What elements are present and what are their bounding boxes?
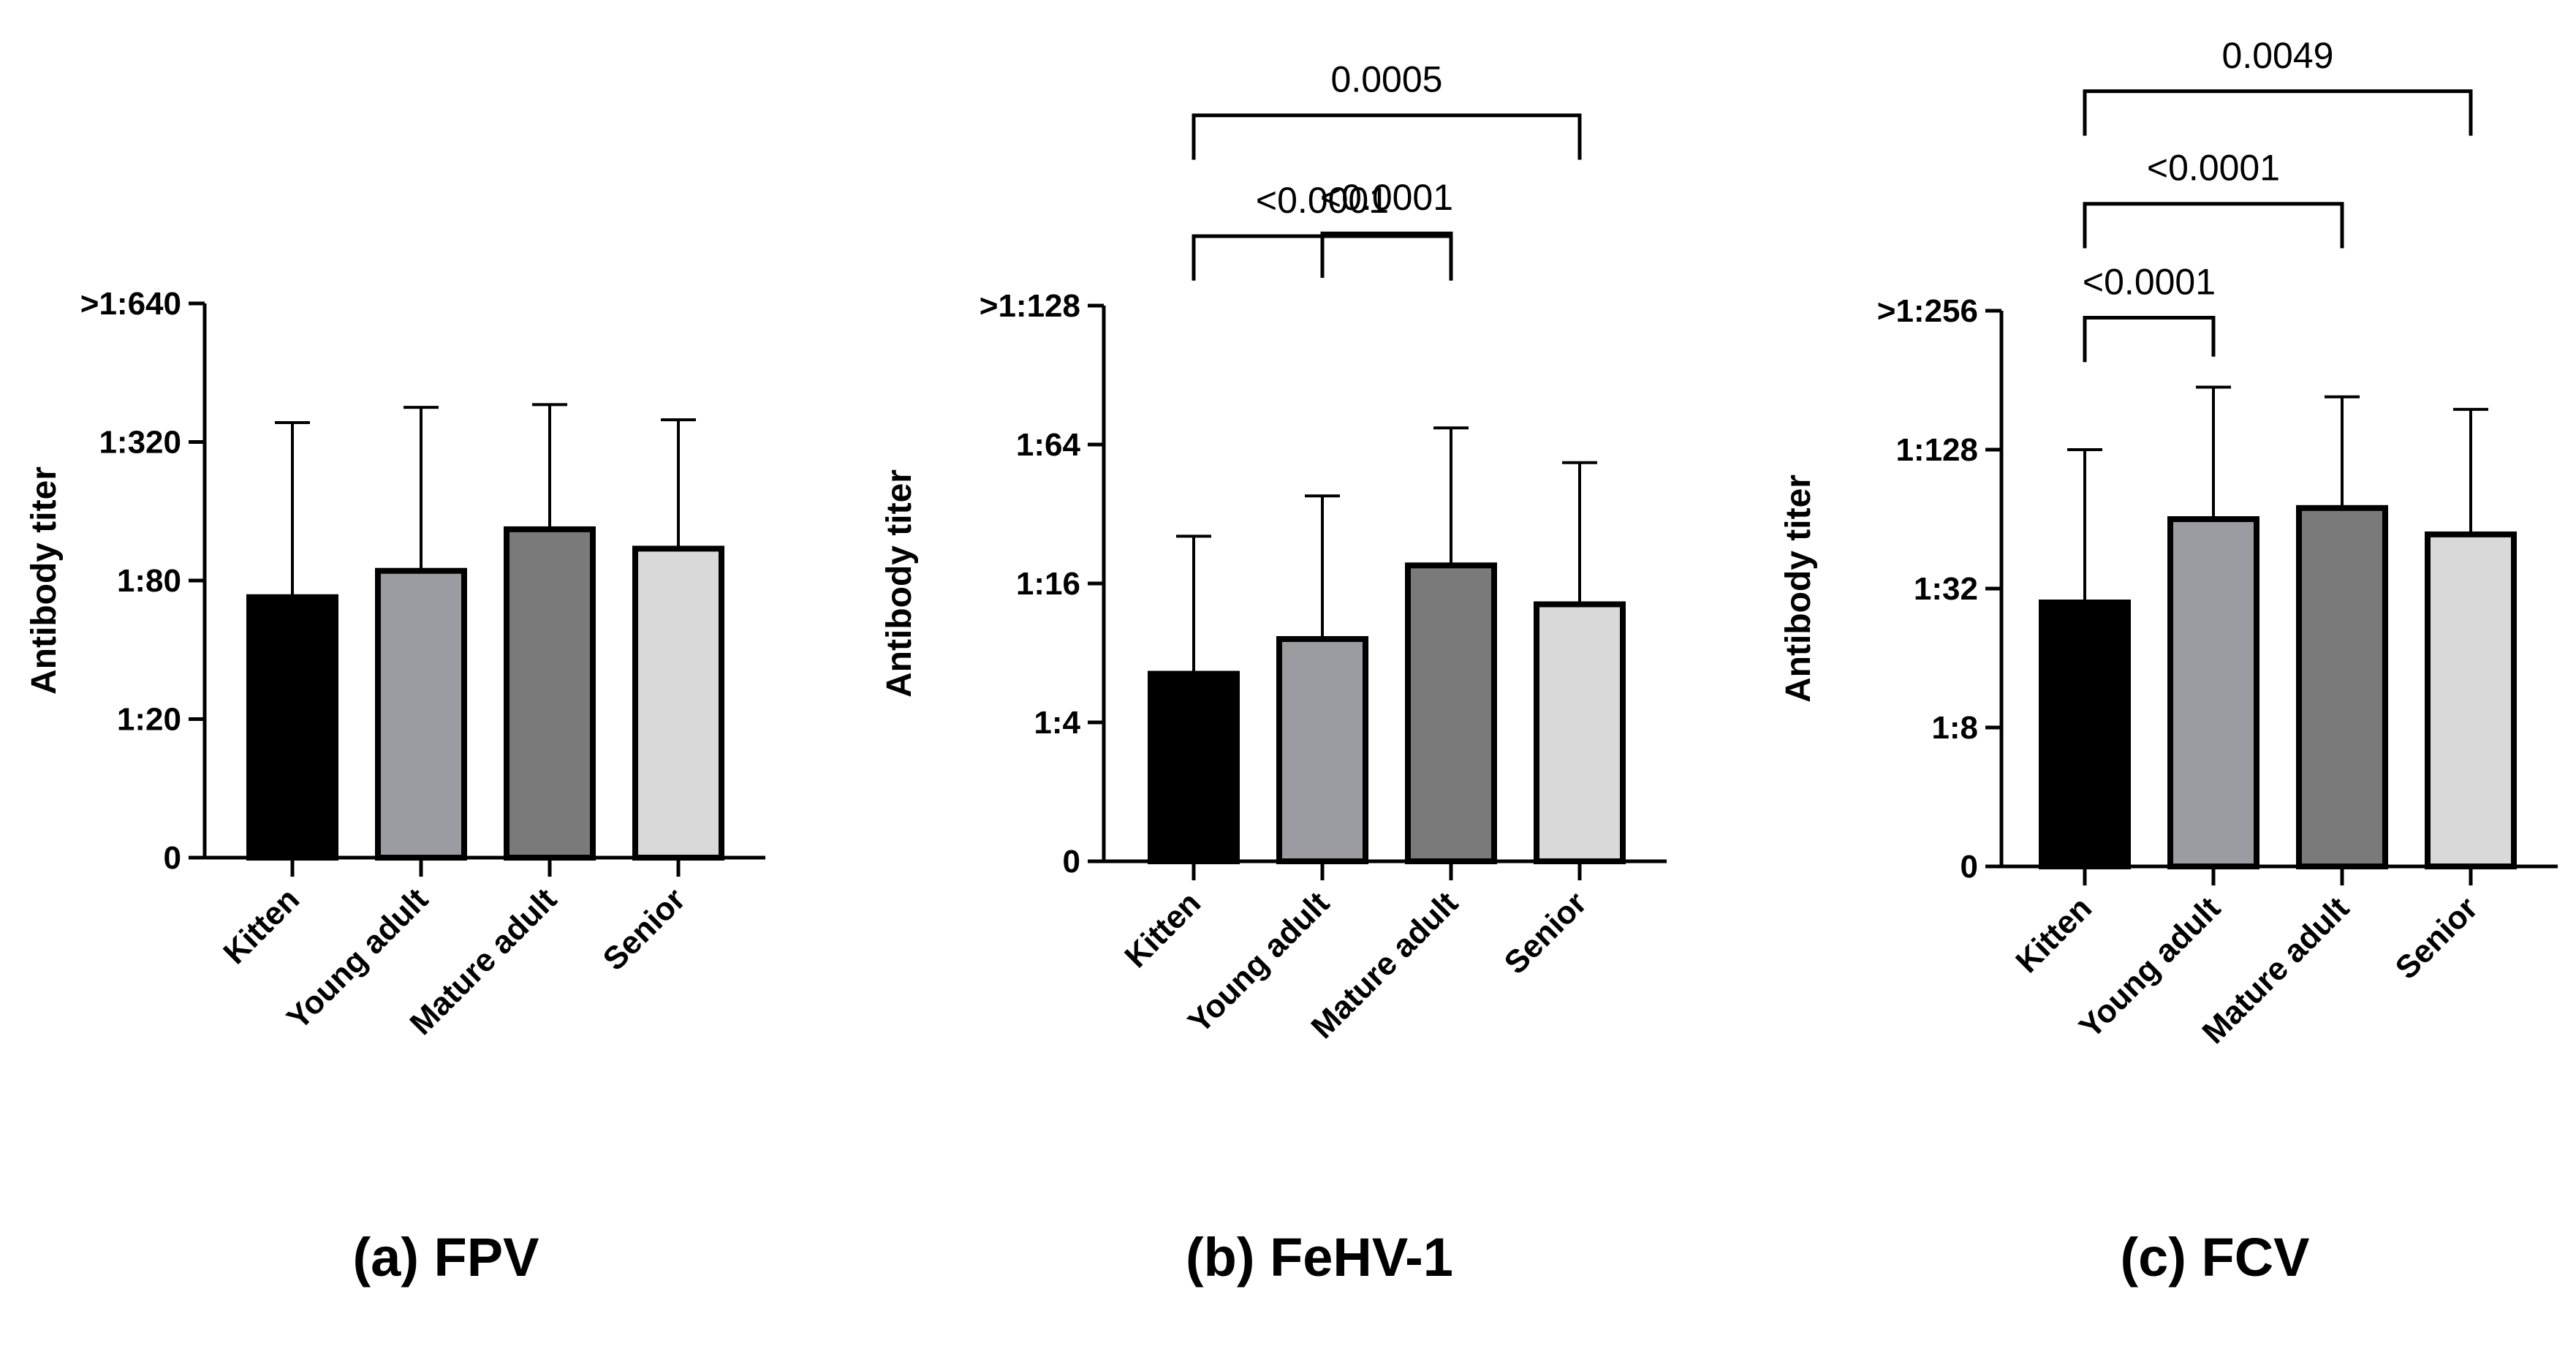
significance-bracket [1192,234,1453,281]
significance-bracket [2083,202,2344,249]
y-tick-label: 1:320 [99,425,181,461]
y-axis-title: Antibody titer [25,466,64,695]
y-tick-label: 1:4 [1034,705,1080,741]
p-value-label: <0.0001 [2083,262,2216,303]
y-tick-label: 1:8 [1931,710,1978,746]
bar-young-adult [2167,516,2259,869]
bar-young-adult [1276,636,1368,864]
y-tick-label: 1:80 [117,563,181,599]
p-value-label: <0.0001 [2147,148,2280,189]
y-axis-title: Antibody titer [880,469,919,698]
y-tick-label: >1:128 [980,288,1080,324]
panel-caption: (a) FPV [353,1227,539,1288]
panel-caption: (b) FeHV-1 [1186,1227,1453,1288]
y-tick-label: >1:640 [80,286,181,322]
y-tick-label: 1:64 [1016,427,1081,463]
y-axis-title: Antibody titer [1779,475,1818,703]
y-tick-label: 1:20 [117,702,181,738]
y-tick-label: >1:256 [1877,293,1978,329]
y-tick-label: 0 [164,840,181,876]
y-tick-label: 1:32 [1914,571,1978,607]
x-tick-label: Senior [2389,890,2485,986]
bar-senior [1534,601,1626,864]
y-tick-label: 1:128 [1895,432,1978,468]
p-value-label: 0.0005 [1331,59,1443,100]
bar-young-adult [375,567,467,861]
bar-mature-adult [2296,505,2388,869]
bar-kitten [2039,600,2131,869]
p-value-label: <0.0001 [1256,180,1389,221]
significance-bracket [1192,113,1582,160]
y-tick-label: 0 [1961,849,1978,885]
x-tick-label: Senior [596,881,692,977]
panel-caption: (c) FCV [2121,1227,2310,1288]
y-tick-label: 1:16 [1016,566,1080,602]
x-tick-label: Kitten [1118,885,1208,975]
bar-mature-adult [1405,562,1497,864]
significance-bracket [2083,316,2216,363]
y-tick-label: 0 [1063,844,1080,880]
bar-kitten [1148,670,1240,864]
x-tick-label: Senior [1498,885,1594,980]
x-tick-label: Kitten [216,881,306,971]
bar-senior [632,545,724,861]
x-tick-label: Kitten [2009,890,2099,980]
p-value-label: 0.0049 [2222,35,2334,76]
bar-mature-adult [504,526,596,861]
bar-senior [2425,531,2517,870]
p-value-label: <0.0001 [1320,177,1453,218]
bar-kitten [246,594,338,861]
significance-bracket [1320,231,1453,278]
significance-bracket [2083,89,2473,136]
